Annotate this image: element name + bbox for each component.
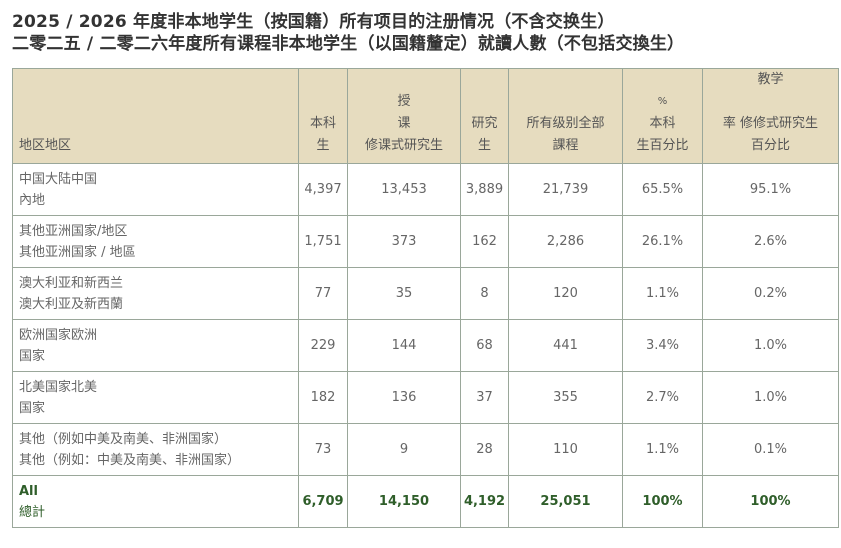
tpg-pct-cell: 95.1% <box>702 163 839 216</box>
ug-pct-cell: 2.7% <box>622 371 703 424</box>
ug-pct-cell: 1.1% <box>622 423 703 476</box>
table-row: 澳大利亚和新西兰 澳大利亚及新西蘭 77 35 8 120 1.1% 0.2% <box>12 267 839 320</box>
total-all-levels-cell: 25,051 <box>508 475 623 528</box>
all-levels-cell: 2,286 <box>508 215 623 268</box>
tpg-pct-cell: 1.0% <box>702 319 839 372</box>
tpg-pct-cell: 0.1% <box>702 423 839 476</box>
taught-pg-cell: 13,453 <box>347 163 461 216</box>
research-pg-cell: 37 <box>460 371 509 424</box>
taught-pg-cell: 136 <box>347 371 461 424</box>
research-pg-cell: 68 <box>460 319 509 372</box>
header-row: 地区地区 本科 生 授 课 修课式研究生 研究 生 所有级别全部 課程 % 本科 <box>12 68 839 164</box>
total-row: All 總計 6,709 14,150 4,192 25,051 100% 100… <box>12 475 839 528</box>
table-row: 其他亚洲国家/地区 其他亚洲国家 / 地區 1,751 373 162 2,286… <box>12 215 839 268</box>
ug-pct-cell: 1.1% <box>622 267 703 320</box>
all-levels-cell: 21,739 <box>508 163 623 216</box>
all-levels-cell: 120 <box>508 267 623 320</box>
tpg-pct-cell: 1.0% <box>702 371 839 424</box>
undergrad-cell: 1,751 <box>298 215 348 268</box>
table-row: 欧洲国家欧洲 国家 229 144 68 441 3.4% 1.0% <box>12 319 839 372</box>
region-cell: 欧洲国家欧洲 国家 <box>12 319 299 372</box>
region-cell: 澳大利亚和新西兰 澳大利亚及新西蘭 <box>12 267 299 320</box>
taught-pg-cell: 35 <box>347 267 461 320</box>
header-tpg-pct: 教学 率 修修式研究生 百分比 <box>702 68 839 164</box>
ug-pct-cell: 3.4% <box>622 319 703 372</box>
undergrad-cell: 73 <box>298 423 348 476</box>
research-pg-cell: 8 <box>460 267 509 320</box>
total-label-cell: All 總計 <box>12 475 299 528</box>
region-cell: 其他亚洲国家/地区 其他亚洲国家 / 地區 <box>12 215 299 268</box>
table-row: 北美国家北美 国家 182 136 37 355 2.7% 1.0% <box>12 371 839 424</box>
all-levels-cell: 355 <box>508 371 623 424</box>
taught-pg-cell: 144 <box>347 319 461 372</box>
region-cell: 北美国家北美 国家 <box>12 371 299 424</box>
header-research-pg: 研究 生 <box>460 68 509 164</box>
research-pg-cell: 3,889 <box>460 163 509 216</box>
all-levels-cell: 441 <box>508 319 623 372</box>
title-line-simplified: 2025 / 2026 年度非本地学生（按国籍）所有项目的注册情况（不含交换生） <box>12 12 615 32</box>
table-row: 其他（例如中美及南美、非洲国家） 其他（例如：中美及南美、非洲国家） 73 9 2… <box>12 423 839 476</box>
research-pg-cell: 28 <box>460 423 509 476</box>
research-pg-cell: 162 <box>460 215 509 268</box>
header-undergrad: 本科 生 <box>298 68 348 164</box>
enrolment-table: 地区地区 本科 生 授 课 修课式研究生 研究 生 所有级别全部 課程 % 本科 <box>12 68 839 528</box>
taught-pg-cell: 373 <box>347 215 461 268</box>
table-row: 中国大陆中国 內地 4,397 13,453 3,889 21,739 65.5%… <box>12 163 839 216</box>
header-ug-pct: % 本科 生百分比 <box>622 68 703 164</box>
header-all-levels: 所有级别全部 課程 <box>508 68 623 164</box>
tpg-pct-cell: 0.2% <box>702 267 839 320</box>
ug-pct-cell: 65.5% <box>622 163 703 216</box>
total-ug-pct-cell: 100% <box>622 475 703 528</box>
page-title: 2025 / 2026 年度非本地学生（按国籍）所有项目的注册情况（不含交换生）… <box>12 11 841 55</box>
taught-pg-cell: 9 <box>347 423 461 476</box>
ug-pct-cell: 26.1% <box>622 215 703 268</box>
tpg-pct-cell: 2.6% <box>702 215 839 268</box>
total-taught-pg-cell: 14,150 <box>347 475 461 528</box>
undergrad-cell: 4,397 <box>298 163 348 216</box>
total-research-pg-cell: 4,192 <box>460 475 509 528</box>
region-cell: 其他（例如中美及南美、非洲国家） 其他（例如：中美及南美、非洲国家） <box>12 423 299 476</box>
undergrad-cell: 229 <box>298 319 348 372</box>
header-taught-pg: 授 课 修课式研究生 <box>347 68 461 164</box>
total-undergrad-cell: 6,709 <box>298 475 348 528</box>
header-region: 地区地区 <box>12 68 299 164</box>
total-tpg-pct-cell: 100% <box>702 475 839 528</box>
title-line-traditional: 二零二五 / 二零二六年度所有课程非本地学生（以国籍釐定）就讀人數（不包括交換生… <box>12 34 685 54</box>
undergrad-cell: 77 <box>298 267 348 320</box>
undergrad-cell: 182 <box>298 371 348 424</box>
all-levels-cell: 110 <box>508 423 623 476</box>
region-cell: 中国大陆中国 內地 <box>12 163 299 216</box>
